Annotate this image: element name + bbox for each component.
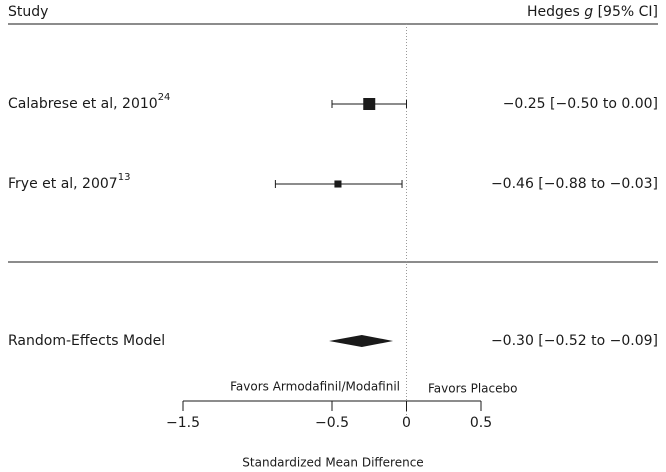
study-ref: 24 bbox=[158, 92, 171, 103]
study-name-text: Calabrese et al, 2010 bbox=[8, 96, 158, 112]
point-estimate bbox=[334, 180, 342, 188]
effect-header-symbol: g bbox=[584, 4, 593, 20]
x-tick-label: 0.5 bbox=[470, 415, 492, 431]
x-tick-label: −0.5 bbox=[315, 415, 349, 431]
summary-label: −0.30 [−0.52 to −0.09] bbox=[491, 333, 658, 349]
point-estimate bbox=[363, 98, 376, 110]
effect-header-interval: [95% CI] bbox=[598, 4, 658, 20]
x-tick-label: −1.5 bbox=[166, 415, 200, 431]
effect-header-name: Hedges bbox=[527, 4, 580, 20]
study-label: −0.46 [−0.88 to −0.03] bbox=[491, 176, 658, 192]
summary-diamond bbox=[329, 335, 394, 347]
favors-right: Favors Placebo bbox=[428, 382, 517, 396]
study-header: Study bbox=[8, 4, 48, 20]
study-label: −0.25 [−0.50 to 0.00] bbox=[503, 96, 658, 112]
x-tick-label: 0 bbox=[402, 415, 411, 431]
effect-header: Hedges g [95% CI] bbox=[527, 4, 658, 20]
study-name-text: Frye et al, 2007 bbox=[8, 176, 118, 192]
study-name: Frye et al, 200713 bbox=[8, 172, 130, 192]
favors-left: Favors Armodafinil/Modafinil bbox=[230, 380, 400, 394]
x-axis-label: Standardized Mean Difference bbox=[242, 456, 423, 470]
study-ref: 13 bbox=[118, 172, 131, 183]
summary-name: Random-Effects Model bbox=[8, 333, 165, 349]
study-name: Calabrese et al, 201024 bbox=[8, 92, 170, 112]
